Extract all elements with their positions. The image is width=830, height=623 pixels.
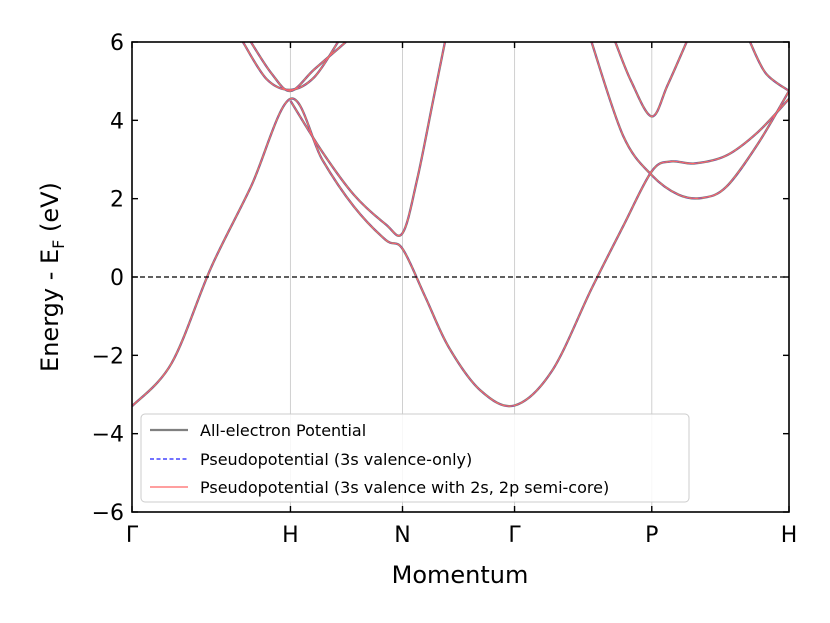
y-axis-title-subscript: F: [49, 240, 68, 249]
x-tick-label: Γ: [126, 523, 139, 548]
x-axis-title: Momentum: [392, 561, 529, 589]
band-all-electron-1: [289, 42, 447, 237]
y-tick-label: 0: [110, 266, 124, 291]
band-curves: [132, 42, 789, 408]
x-tick-label: Γ: [508, 523, 521, 548]
legend-box: [140, 413, 690, 503]
y-tick-label: 6: [110, 31, 124, 56]
x-tick-label: H: [282, 523, 299, 548]
band-semi-core-4: [614, 42, 688, 117]
band-valence-only-4: [614, 42, 688, 118]
band-all-electron-5: [590, 42, 789, 200]
y-tick-label: 2: [110, 188, 124, 213]
legend-label-all-electron: All-electron Potential: [200, 421, 366, 440]
band-valence-only-5: [590, 42, 789, 200]
y-axis-title: Energy - EF (eV): [36, 182, 68, 372]
y-axis-ticks: −6 −4 −2 0 2 4 6: [92, 31, 789, 526]
y-tick-label: 4: [110, 109, 124, 134]
x-tick-label: N: [394, 523, 410, 548]
band-all-electron-0: [132, 97, 789, 408]
band-semi-core-2: [242, 42, 339, 91]
x-tick-label: P: [645, 523, 658, 548]
y-axis-title-unit: (eV): [36, 182, 64, 232]
legend-label-semi-core: Pseudopotential (3s valence with 2s, 2p …: [200, 478, 609, 497]
band-semi-core-5: [591, 42, 789, 200]
band-all-electron-3: [249, 42, 347, 93]
band-valence-only-0: [132, 98, 789, 407]
legend-label-valence-only: Pseudopotential (3s valence-only): [200, 450, 472, 469]
y-tick-label: −6: [92, 501, 124, 526]
y-tick-label: −2: [92, 344, 124, 369]
band-all-electron-6: [748, 42, 789, 92]
band-semi-core-3: [250, 42, 347, 92]
band-valence-only-6: [749, 42, 789, 92]
y-axis-title-main: Energy - E: [36, 249, 64, 372]
y-tick-label: −4: [92, 423, 124, 448]
band-semi-core-1: [289, 42, 446, 237]
x-tick-label: H: [781, 523, 798, 548]
legend: All-electron Potential Pseudopotential (…: [140, 413, 690, 503]
band-semi-core-6: [749, 42, 789, 92]
band-semi-core-0: [132, 98, 789, 407]
band-valence-only-1: [289, 42, 446, 237]
band-all-electron-4: [614, 42, 688, 118]
